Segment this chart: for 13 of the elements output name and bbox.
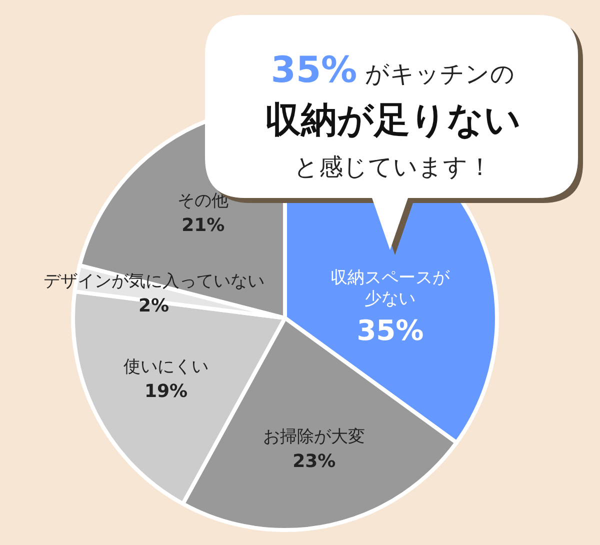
data-label: 23% xyxy=(292,450,336,472)
data-label: 2% xyxy=(138,295,170,316)
text: 収納が足りない xyxy=(265,100,521,141)
slice-label: 使いにくい xyxy=(123,357,208,378)
data-label: 35% xyxy=(356,314,424,348)
text: がキッチンの xyxy=(365,60,516,88)
slice-label: デザインが気に入っていない xyxy=(43,271,264,292)
data-label: 21% xyxy=(182,214,225,236)
data-label: 19% xyxy=(144,381,188,402)
slice-label: 収納スペースが少ない xyxy=(330,268,451,310)
text: と感じています！ xyxy=(294,153,492,181)
slice-label: お掃除が大変 xyxy=(263,426,366,447)
text: 35% xyxy=(270,50,358,91)
